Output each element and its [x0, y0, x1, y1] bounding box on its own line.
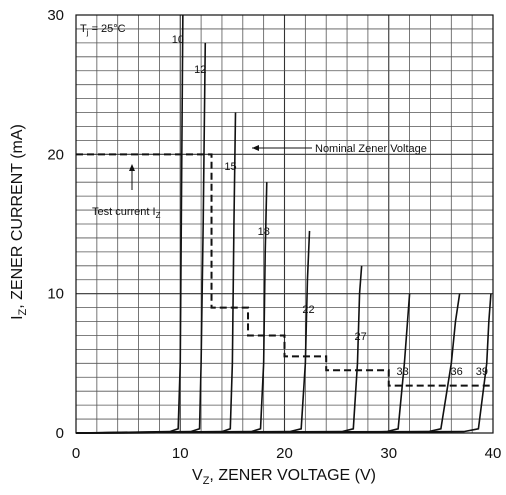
zener-curves — [75, 14, 492, 434]
condition-rest: = 25°C — [89, 23, 126, 35]
test-current-main: Test current I — [92, 206, 156, 218]
nominal-voltage-label: Nominal Zener Voltage — [315, 143, 427, 155]
x-axis-title-main: V — [192, 467, 203, 484]
y-axis-title: IZ, ZENER CURRENT (mA) — [9, 124, 29, 320]
curve-label-36: 36 — [451, 366, 463, 378]
x-tick-label: 20 — [276, 445, 293, 462]
curve-label-33: 33 — [396, 366, 408, 378]
test-current-annotation: Test current IZ — [92, 164, 161, 220]
curve-label-12: 12 — [194, 64, 206, 76]
y-tick-label: 10 — [47, 286, 64, 303]
curve-label-27: 27 — [355, 331, 367, 343]
y-axis-title-main: I — [9, 315, 26, 319]
condition-sub: j — [86, 28, 89, 37]
curve-label-18: 18 — [258, 226, 270, 238]
test-current-label: Test current IZ — [92, 206, 161, 220]
zener-curve-39 — [75, 293, 492, 434]
y-tick-label: 20 — [47, 146, 64, 163]
test-current-sub: Z — [156, 211, 161, 220]
test-current-arrow-head — [129, 164, 135, 171]
nominal-voltage-annotation: Nominal Zener Voltage — [252, 143, 427, 155]
x-tick-label: 40 — [485, 445, 502, 462]
condition-main: T — [80, 23, 87, 35]
nominal-arrow-head — [252, 145, 259, 151]
y-axis-title-sub: Z — [17, 308, 29, 315]
curve-labels: 10 12 15 18 22 27 33 36 39 — [172, 34, 488, 378]
x-axis-title-sub: Z — [203, 475, 210, 487]
curve-label-39: 39 — [476, 366, 488, 378]
x-axis-title-rest: , ZENER VOLTAGE (V) — [209, 467, 376, 484]
y-tick-label: 30 — [47, 7, 64, 24]
condition-label: Tj = 25°C — [80, 23, 126, 37]
curve-label-10: 10 — [172, 34, 184, 46]
x-axis-title: VZ, ZENER VOLTAGE (V) — [192, 467, 376, 487]
x-tick-label: 0 — [72, 445, 80, 462]
curve-label-22: 22 — [302, 304, 314, 316]
test-current-line — [76, 153, 493, 387]
grid-lines — [76, 15, 493, 433]
y-axis-title-rest: , ZENER CURRENT (mA) — [9, 124, 26, 309]
y-tick-label: 0 — [56, 425, 64, 442]
x-tick-label: 30 — [380, 445, 397, 462]
tick-labels: 0 10 20 30 40 0 10 20 30 — [47, 7, 501, 462]
x-tick-label: 10 — [172, 445, 189, 462]
curve-label-15: 15 — [224, 161, 236, 173]
test-current-path — [76, 153, 493, 387]
